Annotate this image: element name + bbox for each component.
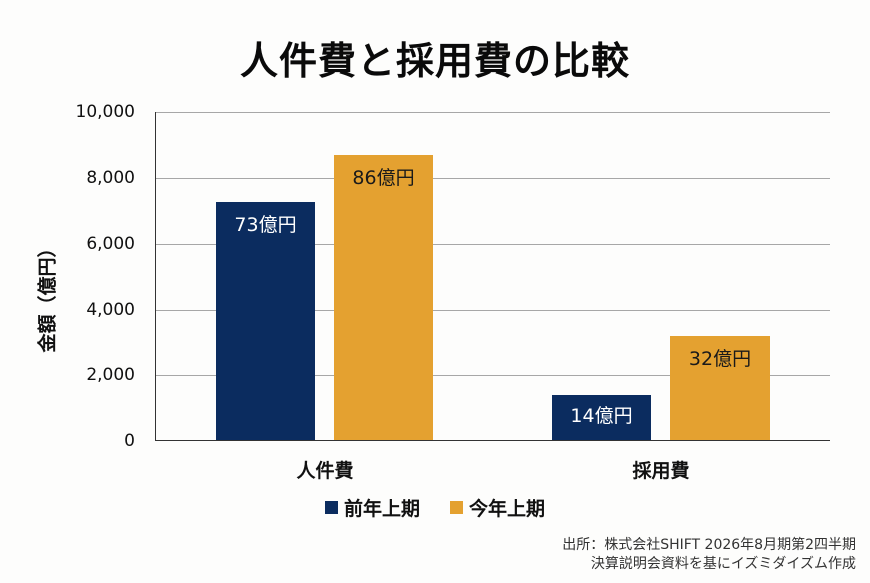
bar-labor-prev: 73億円 <box>216 202 315 441</box>
legend-swatch-icon <box>324 501 338 514</box>
y-tick: 6,000 <box>86 234 135 254</box>
gridline <box>155 375 830 376</box>
gridline <box>155 112 830 113</box>
bar-recruit-prev: 14億円 <box>552 395 651 441</box>
y-tick: 8,000 <box>86 168 135 188</box>
legend-item-curr: 今年上期 <box>450 494 545 521</box>
source-note: 出所：株式会社SHIFT 2026年8月期第2四半期 決算説明会資料を基にイズミ… <box>562 537 856 572</box>
legend-swatch-icon <box>450 501 463 514</box>
category-label-labor: 人件費 <box>296 460 354 482</box>
bar-labor-curr: 86億円 <box>334 155 433 441</box>
bar-recruit-curr: 32億円 <box>670 336 770 441</box>
y-tick: 0 <box>124 431 135 451</box>
y-tick: 10,000 <box>75 102 135 122</box>
y-tick: 4,000 <box>86 300 135 320</box>
gridline <box>155 310 830 311</box>
x-axis <box>155 440 830 441</box>
chart-title: 人件費と採用費の比較 <box>239 39 630 83</box>
gridline <box>155 178 830 179</box>
legend-item-prev: 前年上期 <box>324 494 420 521</box>
legend: 前年上期 今年上期 <box>0 494 870 521</box>
y-axis-label: 金額（億円） <box>36 237 59 353</box>
gridline <box>155 244 830 245</box>
y-axis <box>155 112 156 441</box>
y-tick: 2,000 <box>86 365 135 385</box>
category-label-recruit: 採用費 <box>632 460 690 482</box>
